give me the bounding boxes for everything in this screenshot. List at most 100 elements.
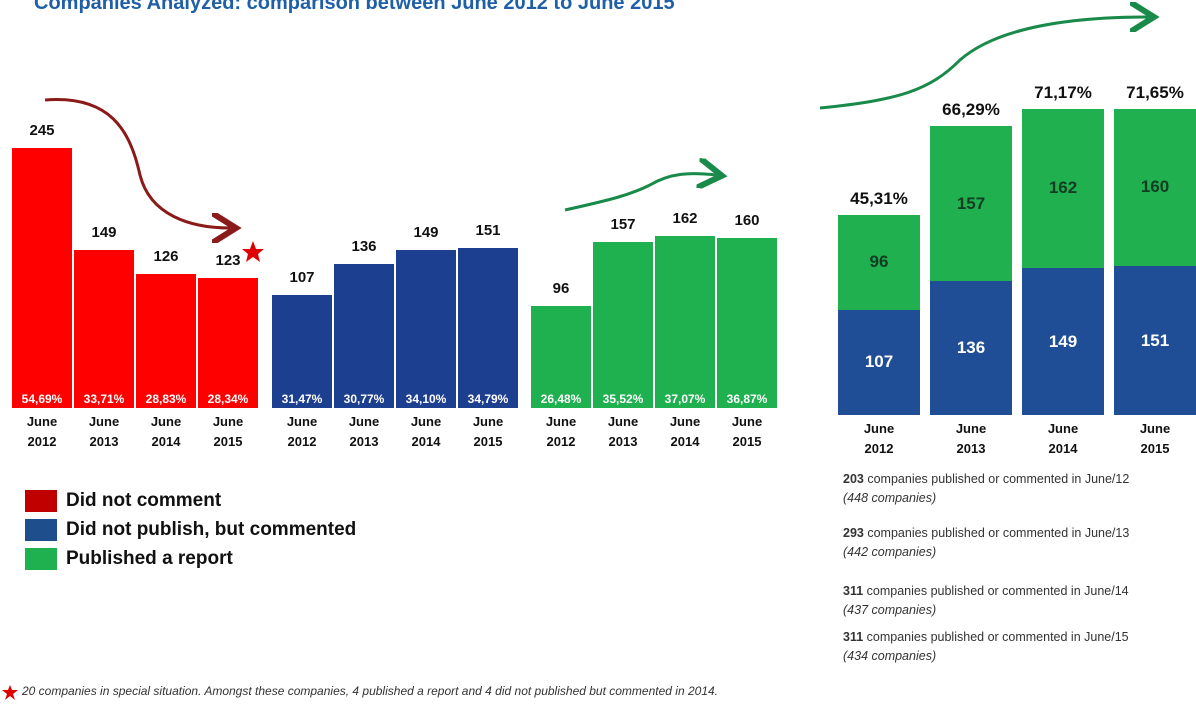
bar-segment — [1114, 108, 1196, 267]
value-label: 136 — [351, 237, 377, 255]
x-tick-label: June 2013 — [88, 414, 120, 449]
x-tick-label: June 2014 — [150, 414, 182, 449]
note-text: companies published or commented in June… — [867, 472, 1130, 486]
note: 293 companies published or commented in … — [843, 524, 1133, 562]
value-label: 162 — [672, 210, 698, 228]
share-label: 30,77% — [343, 392, 385, 406]
bar — [136, 274, 196, 408]
total-label: 66,29% — [942, 100, 1000, 120]
bar-segment — [1022, 108, 1104, 269]
value-label: 149 — [91, 224, 117, 242]
bar-segment — [838, 309, 920, 415]
note-detail: (437 companies) — [843, 603, 937, 617]
x-tick-label: June 2013 — [348, 414, 380, 449]
bar-segment — [1022, 268, 1104, 415]
trend-arrow — [564, 174, 716, 212]
x-tick-label: June 2013 — [607, 414, 639, 449]
bar — [198, 277, 258, 408]
bar — [531, 306, 591, 408]
value-label: 96 — [552, 280, 570, 298]
note: 203 companies published or commented in … — [843, 470, 1133, 508]
x-tick-label: June 2015 — [472, 414, 504, 449]
total-label: 45,31% — [850, 189, 908, 209]
note-text: companies published or commented in June… — [867, 526, 1130, 540]
share-label: 35,52% — [602, 392, 644, 406]
bar — [593, 241, 653, 408]
bar — [12, 148, 72, 408]
x-tick-label: June 2012 — [286, 414, 318, 449]
note: 311 companies published or commented in … — [843, 628, 1133, 666]
note-detail: (442 companies) — [843, 545, 937, 559]
x-tick-label: June 2014 — [669, 414, 701, 449]
value-label: 160 — [734, 212, 760, 230]
bar — [717, 238, 777, 408]
share-label: 33,71% — [83, 392, 125, 406]
bar-segment — [1114, 266, 1196, 415]
x-tick-label: June 2014 — [1047, 421, 1079, 456]
segment-label: 162 — [1048, 178, 1078, 198]
bar — [396, 250, 456, 408]
segment-label: 157 — [956, 193, 986, 213]
star — [242, 241, 264, 262]
total-label: 71,17% — [1034, 82, 1092, 102]
x-tick-label: June 2012 — [863, 421, 895, 456]
title: Companies Analyzed: comparison between J… — [34, 0, 675, 14]
legend-swatch — [25, 490, 57, 512]
note-count: 311 — [843, 630, 864, 644]
value-label: 123 — [215, 251, 241, 269]
value-label: 107 — [289, 268, 315, 286]
bar-segment — [930, 126, 1012, 282]
bar — [74, 250, 134, 408]
note: 311 companies published or commented in … — [843, 582, 1133, 620]
bar — [334, 263, 394, 408]
note-count: 203 — [843, 472, 864, 486]
share-label: 31,47% — [281, 392, 323, 406]
segment-label: 160 — [1140, 177, 1170, 197]
value-label: 149 — [413, 224, 439, 242]
share-label: 28,34% — [207, 392, 249, 406]
star — [2, 685, 18, 700]
value-label: 126 — [153, 248, 179, 266]
x-tick-label: June 2012 — [545, 414, 577, 449]
value-label: 157 — [610, 215, 636, 233]
value-label: 151 — [475, 221, 501, 239]
total-label: 71,65% — [1126, 82, 1184, 102]
legend-label: Did not publish, but commented — [66, 519, 357, 540]
x-tick-label: June 2015 — [212, 414, 244, 449]
segment-label: 149 — [1048, 331, 1078, 351]
share-label: 34,10% — [405, 392, 447, 406]
share-label: 36,87% — [726, 392, 768, 406]
segment-label: 96 — [869, 252, 889, 272]
bar — [655, 236, 715, 408]
note-detail: (448 companies) — [843, 491, 937, 505]
legend-label: Published a report — [66, 548, 233, 569]
legend-label: Did not comment — [66, 490, 222, 511]
note-detail: (434 companies) — [843, 649, 937, 663]
x-tick-label: June 2014 — [410, 414, 442, 449]
legend-swatch — [25, 519, 57, 541]
bar — [458, 247, 518, 408]
trend-arrow — [44, 98, 230, 228]
value-label: 245 — [29, 122, 55, 140]
footnote: 20 companies in special situation. Among… — [22, 684, 718, 698]
share-label: 34,79% — [467, 392, 509, 406]
note-text: companies published or commented in June… — [866, 584, 1129, 598]
segment-label: 107 — [864, 352, 894, 372]
x-tick-label: June 2012 — [26, 414, 58, 449]
share-label: 28,83% — [145, 392, 187, 406]
note-text: companies published or commented in June… — [866, 630, 1129, 644]
bar — [272, 294, 332, 408]
share-label: 37,07% — [664, 392, 706, 406]
share-label: 54,69% — [21, 392, 63, 406]
legend-swatch — [25, 548, 57, 570]
bar-segment — [838, 215, 920, 310]
segment-label: 136 — [956, 338, 986, 358]
x-tick-label: June 2015 — [731, 414, 763, 449]
share-label: 26,48% — [540, 392, 582, 406]
segment-label: 151 — [1140, 330, 1170, 350]
note-count: 293 — [843, 526, 864, 540]
x-tick-label: June 2013 — [955, 421, 987, 456]
x-tick-label: June 2015 — [1139, 421, 1171, 456]
trend-arrow — [819, 17, 1148, 110]
